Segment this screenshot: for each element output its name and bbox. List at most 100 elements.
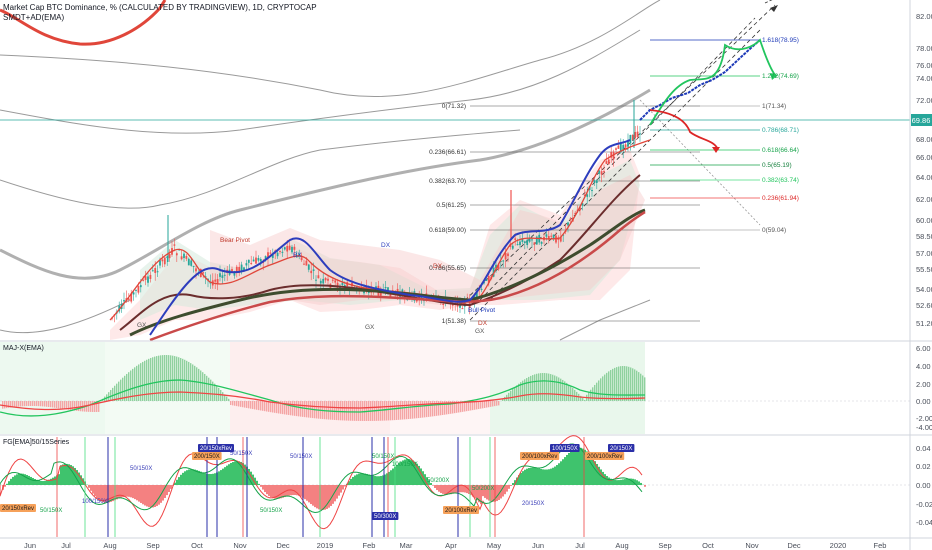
candle-body bbox=[528, 238, 531, 242]
fg-bar bbox=[364, 473, 366, 485]
fg-bar bbox=[234, 461, 236, 485]
macd-tick: 2.00 bbox=[916, 380, 931, 389]
fg-bar bbox=[134, 485, 136, 500]
macd-bar bbox=[440, 401, 442, 416]
fib-right-label: 0(59.04) bbox=[762, 227, 786, 234]
macd-bar bbox=[68, 401, 70, 410]
macd-bar bbox=[332, 401, 334, 420]
macd-bar bbox=[562, 379, 564, 401]
fg-bar bbox=[496, 485, 498, 502]
fg-tag-label: 50/150X bbox=[40, 508, 62, 514]
macd-bar bbox=[10, 401, 12, 408]
fg-bar bbox=[138, 485, 140, 502]
macd-bar bbox=[536, 373, 538, 401]
fg-bar bbox=[312, 485, 314, 506]
fg-axis[interactable]: 0.04 0.02 0.00 -0.02 -0.04 bbox=[916, 444, 932, 527]
candle-body bbox=[600, 171, 603, 175]
fg-bar bbox=[358, 473, 360, 485]
fg-bar bbox=[88, 485, 90, 488]
fg-bar bbox=[260, 485, 262, 487]
candle-body bbox=[276, 252, 279, 257]
macd-bar bbox=[6, 401, 8, 409]
macd-bar bbox=[434, 401, 436, 417]
fg-bar bbox=[132, 485, 134, 499]
macd-bar bbox=[78, 401, 80, 412]
fg-bar bbox=[310, 485, 312, 505]
fg-bar bbox=[60, 465, 62, 485]
candle-body bbox=[334, 280, 337, 283]
fg-tick: 0.02 bbox=[916, 462, 931, 471]
price-tick: 62.00 bbox=[916, 195, 932, 204]
fg-tag-label: 50/150X bbox=[290, 454, 312, 460]
macd-bar bbox=[154, 356, 156, 401]
macd-bar bbox=[254, 401, 256, 410]
fg-bar bbox=[542, 469, 544, 485]
macd-bar bbox=[62, 401, 64, 409]
fg-bar bbox=[268, 485, 270, 496]
gx-label-3: GX bbox=[475, 328, 485, 335]
macd-bar bbox=[26, 401, 28, 407]
macd-bar bbox=[124, 375, 126, 401]
candle-body bbox=[240, 264, 243, 272]
macd-bar bbox=[494, 401, 496, 407]
macd-bar bbox=[448, 401, 450, 415]
time-tick: Dec bbox=[276, 541, 290, 550]
macd-bar bbox=[24, 401, 26, 407]
fg-bar bbox=[90, 485, 92, 491]
outer-channel-3 bbox=[0, 129, 521, 209]
time-tick: Sep bbox=[658, 541, 671, 550]
fg-bar bbox=[250, 471, 252, 485]
fg-bar bbox=[366, 473, 368, 485]
macd-axis[interactable]: 6.00 4.00 2.00 0.00 -2.00-4.00 bbox=[916, 344, 932, 432]
fg-pane[interactable]: 20/150xRev 50/150X100/150X50/150X50/150X2… bbox=[0, 435, 910, 537]
fg-bar bbox=[376, 476, 378, 485]
fib-levels-left bbox=[470, 105, 700, 322]
candle-body bbox=[442, 303, 445, 306]
fg-bar bbox=[162, 485, 164, 501]
fg-bar bbox=[634, 479, 636, 485]
candle-body bbox=[627, 141, 629, 147]
macd-tick: -2.00 bbox=[916, 414, 932, 423]
candle-body bbox=[127, 298, 130, 300]
macd-bar bbox=[302, 401, 304, 417]
main-pane[interactable] bbox=[0, 0, 910, 342]
macd-bar bbox=[354, 401, 356, 421]
fg-bar bbox=[224, 467, 226, 485]
macd-bar bbox=[634, 369, 636, 401]
candle-body bbox=[243, 267, 245, 271]
fg-bar bbox=[322, 485, 324, 511]
fg-bar bbox=[618, 480, 620, 485]
candle-body bbox=[271, 254, 274, 258]
macd-green-zone-1 bbox=[0, 342, 105, 434]
fib-left-label: 0.382(63.70) bbox=[429, 178, 466, 185]
macd-pane-label: MAJ-X(EMA) bbox=[3, 345, 44, 352]
macd-bar bbox=[110, 389, 112, 401]
fg-bar bbox=[584, 449, 586, 485]
fg-bar bbox=[526, 468, 528, 485]
candle-body bbox=[516, 244, 519, 246]
fg-bar bbox=[130, 485, 132, 498]
fg-bar bbox=[550, 468, 552, 485]
macd-bar bbox=[416, 401, 418, 419]
time-axis[interactable]: Jun Jul Aug Sep Oct Nov Dec 2019 Feb Mar Apr May Jun… bbox=[24, 541, 887, 550]
candle-body bbox=[598, 170, 601, 174]
macd-bar bbox=[542, 373, 544, 401]
fg-bar bbox=[36, 479, 38, 485]
fg-bar bbox=[638, 481, 640, 485]
candle-body bbox=[535, 236, 538, 245]
fg-bar bbox=[144, 485, 146, 506]
macd-bar bbox=[614, 367, 616, 401]
fg-bar bbox=[554, 466, 556, 485]
fg-bar bbox=[182, 472, 184, 485]
time-tick: Mar bbox=[400, 541, 413, 550]
macd-bar bbox=[516, 385, 518, 401]
fg-vertical-markers bbox=[56, 437, 585, 537]
macd-pane[interactable] bbox=[0, 342, 910, 434]
fg-bar bbox=[490, 485, 492, 502]
time-tick: Jul bbox=[575, 541, 585, 550]
macd-bar bbox=[274, 401, 276, 413]
fg-bar bbox=[442, 485, 444, 494]
fg-bar bbox=[306, 485, 308, 501]
macd-bar bbox=[616, 367, 618, 401]
